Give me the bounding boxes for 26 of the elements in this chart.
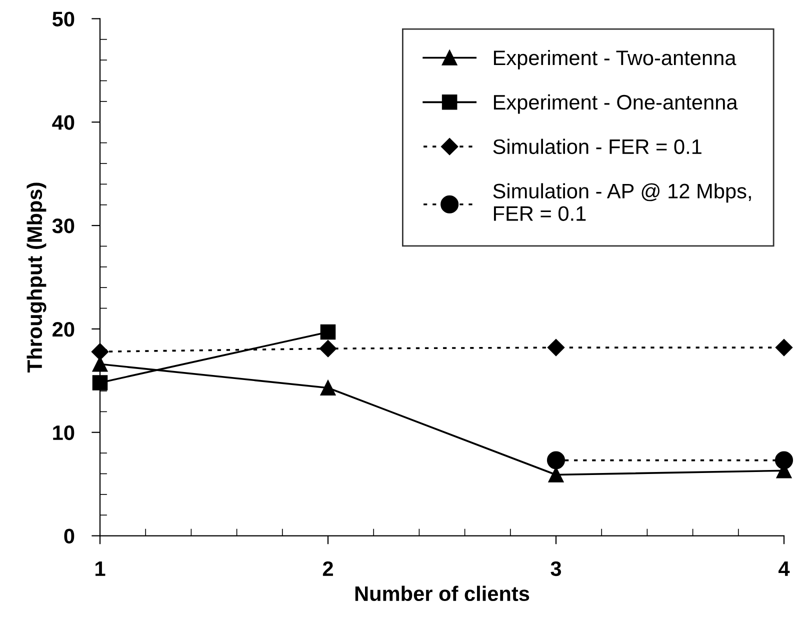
legend-label: Simulation - AP @ 12 Mbps, FER = 0.1 (493, 183, 751, 221)
x-axis-title: Number of clients (355, 586, 530, 602)
x-tick-label: 3 (550, 561, 562, 576)
y-tick-label: 20 (52, 322, 74, 337)
point (547, 339, 565, 356)
legend-label: Simulation - FER = 0.1 (493, 138, 702, 154)
legend-label: Experiment - Two-antenna (494, 50, 736, 70)
y-tick-label: 40 (52, 115, 74, 130)
x-tick-label: 1 (96, 562, 106, 576)
point (91, 343, 109, 360)
x-tick-label: 4 (778, 562, 790, 576)
y-axis-title: Throughput (Mbps) (26, 182, 46, 372)
y-tick-label: 0 (64, 528, 74, 544)
point (320, 380, 336, 396)
point (320, 324, 336, 340)
point (548, 467, 564, 482)
legend-label: Experiment - One-antenna (494, 94, 738, 114)
point (546, 451, 566, 470)
point (319, 340, 337, 358)
point (775, 339, 793, 356)
y-tick-label: 10 (53, 425, 74, 440)
point (92, 375, 108, 390)
y-tick-label: 30 (52, 218, 74, 234)
x-tick-label: 2 (322, 561, 333, 576)
point (774, 451, 794, 470)
y-tick-label: 50 (52, 12, 74, 26)
